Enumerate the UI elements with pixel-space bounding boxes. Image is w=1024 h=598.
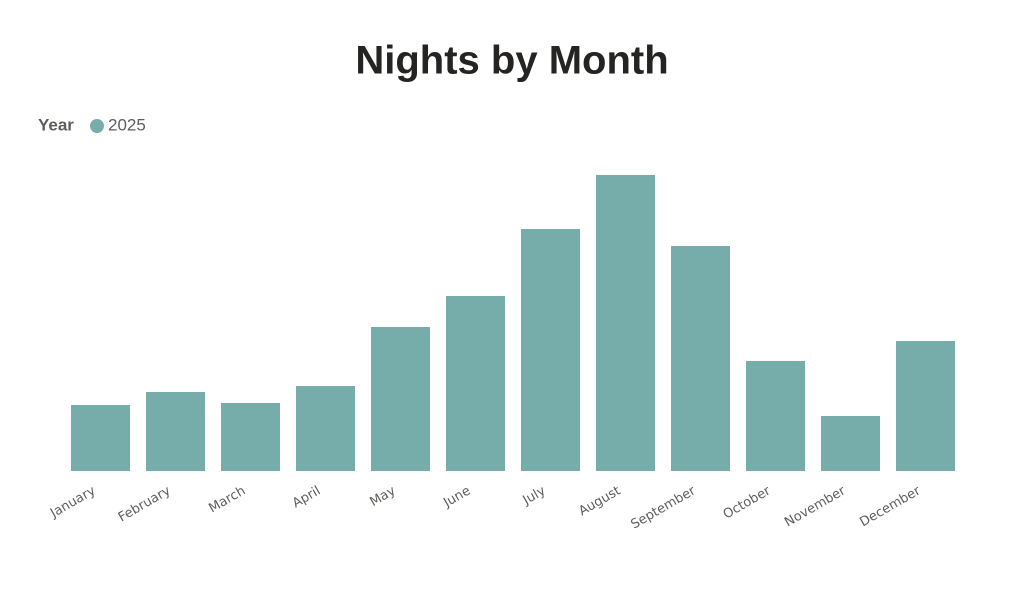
- chart-title: Nights by Month: [355, 39, 668, 83]
- bar: [221, 403, 280, 471]
- bar: [446, 296, 505, 471]
- x-tick-label: November: [782, 483, 849, 530]
- bar: [896, 341, 955, 471]
- bar: [596, 175, 655, 471]
- x-tick-label: February: [116, 483, 174, 525]
- bar: [371, 327, 430, 471]
- x-tick-label: September: [629, 483, 699, 532]
- x-tick-label: April: [290, 484, 323, 512]
- bar: [521, 229, 580, 471]
- bar: [671, 246, 730, 471]
- x-tick-label: March: [206, 484, 248, 517]
- x-tick-label: May: [367, 483, 398, 510]
- bar: [146, 392, 205, 471]
- x-tick-label: July: [520, 483, 549, 508]
- x-tick-label: December: [857, 483, 923, 530]
- bar: [71, 405, 130, 471]
- legend-title: Year: [38, 115, 74, 134]
- bar: [746, 361, 805, 471]
- x-tick-label: October: [721, 483, 774, 522]
- x-tick-label: January: [47, 483, 98, 521]
- x-tick-label: June: [440, 484, 473, 512]
- legend-marker: [90, 119, 104, 133]
- bar: [821, 416, 880, 471]
- x-tick-label: August: [576, 484, 623, 520]
- bar: [296, 386, 355, 471]
- legend-label: 2025: [108, 115, 146, 134]
